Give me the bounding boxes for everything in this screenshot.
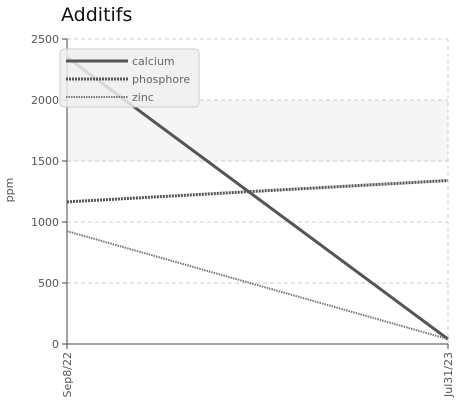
y-tick-label: 0: [52, 338, 59, 351]
legend-label-phosphore: phosphore: [132, 73, 190, 86]
series-line-phosphore: [66, 179, 449, 204]
x-tick-label: Sep8/22: [61, 352, 74, 397]
legend[interactable]: calcium phosphore zinc: [59, 48, 200, 108]
y-axis-label: ppm: [3, 178, 16, 203]
legend-box: [59, 48, 200, 108]
legend-label-calcium: calcium: [132, 55, 175, 68]
y-ticks: 0 500 1000 1500 2000 2500: [31, 33, 67, 351]
x-tick-label: Jul31/23: [442, 352, 455, 398]
grid: [66, 38, 449, 344]
y-tick-label: 2500: [31, 33, 59, 46]
plot-band: [67, 100, 448, 161]
y-tick-label: 1000: [31, 216, 59, 229]
y-tick-label: 500: [38, 277, 59, 290]
y-tick-label: 1500: [31, 155, 59, 168]
y-tick-label: 2000: [31, 94, 59, 107]
x-ticks: Sep8/22 Jul31/23: [61, 344, 455, 398]
chart-title: Additifs: [61, 4, 133, 26]
series-line-zinc: [66, 230, 449, 341]
legend-label-zinc: zinc: [132, 91, 154, 104]
